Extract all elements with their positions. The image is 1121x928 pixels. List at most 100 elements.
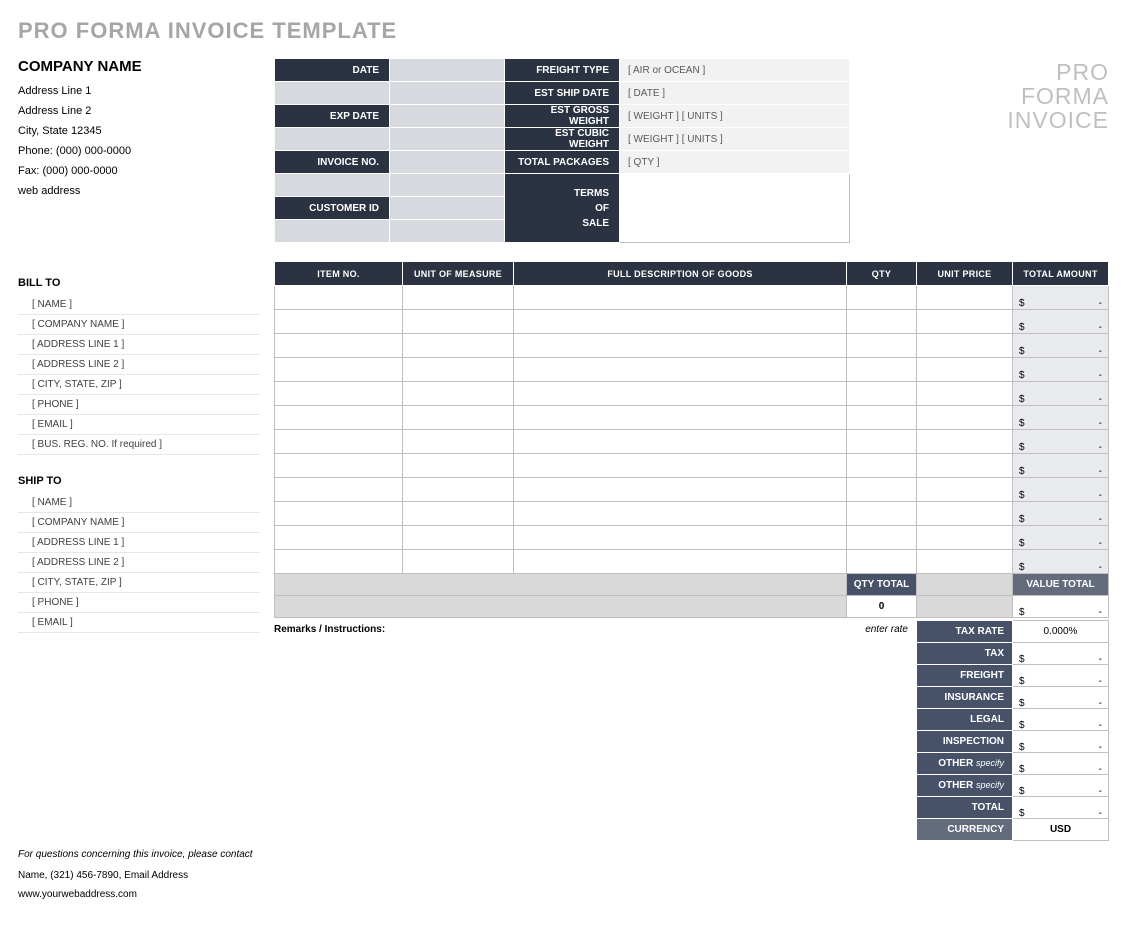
cell-uom[interactable] xyxy=(403,358,514,382)
meta-value-freight-type[interactable]: [ AIR or OCEAN ] xyxy=(620,59,850,82)
cell-total-amount[interactable]: $- xyxy=(1013,526,1109,550)
cell-uom[interactable] xyxy=(403,526,514,550)
address-line[interactable]: [ PHONE ] xyxy=(18,593,260,613)
total-value[interactable]: $- xyxy=(1013,687,1109,709)
meta-input-invoice-no[interactable] xyxy=(390,151,505,174)
cell-desc[interactable] xyxy=(514,382,847,406)
total-value[interactable]: $- xyxy=(1013,775,1109,797)
address-line[interactable]: [ ADDRESS LINE 1 ] xyxy=(18,335,260,355)
cell-item-no[interactable] xyxy=(275,358,403,382)
cell-desc[interactable] xyxy=(514,550,847,574)
cell-total-amount[interactable]: $- xyxy=(1013,430,1109,454)
cell-unit-price[interactable] xyxy=(917,502,1013,526)
cell-item-no[interactable] xyxy=(275,550,403,574)
cell-desc[interactable] xyxy=(514,286,847,310)
cell-total-amount[interactable]: $- xyxy=(1013,550,1109,574)
address-line[interactable]: [ ADDRESS LINE 2 ] xyxy=(18,553,260,573)
cell-qty[interactable] xyxy=(847,502,917,526)
cell-unit-price[interactable] xyxy=(917,406,1013,430)
address-line[interactable]: [ CITY, STATE, ZIP ] xyxy=(18,573,260,593)
address-line[interactable]: [ EMAIL ] xyxy=(18,415,260,435)
cell-unit-price[interactable] xyxy=(917,334,1013,358)
meta-value-est-ship-date[interactable]: [ DATE ] xyxy=(620,82,850,105)
cell-item-no[interactable] xyxy=(275,502,403,526)
cell-qty[interactable] xyxy=(847,310,917,334)
total-value[interactable]: $- xyxy=(1013,731,1109,753)
cell-qty[interactable] xyxy=(847,478,917,502)
cell-desc[interactable] xyxy=(514,478,847,502)
cell-uom[interactable] xyxy=(403,334,514,358)
address-line[interactable]: [ COMPANY NAME ] xyxy=(18,513,260,533)
cell-unit-price[interactable] xyxy=(917,382,1013,406)
cell-item-no[interactable] xyxy=(275,334,403,358)
total-value[interactable]: $- xyxy=(1013,709,1109,731)
meta-input-date[interactable] xyxy=(390,59,505,82)
cell-unit-price[interactable] xyxy=(917,358,1013,382)
cell-unit-price[interactable] xyxy=(917,454,1013,478)
address-line[interactable]: [ NAME ] xyxy=(18,295,260,315)
address-line[interactable]: [ ADDRESS LINE 1 ] xyxy=(18,533,260,553)
cell-desc[interactable] xyxy=(514,430,847,454)
cell-total-amount[interactable]: $- xyxy=(1013,502,1109,526)
cell-desc[interactable] xyxy=(514,526,847,550)
cell-item-no[interactable] xyxy=(275,382,403,406)
total-value[interactable]: $- xyxy=(1013,643,1109,665)
total-value[interactable]: $- xyxy=(1013,665,1109,687)
address-line[interactable]: [ PHONE ] xyxy=(18,395,260,415)
meta-value-est-cubic-weight[interactable]: [ WEIGHT ] [ UNITS ] xyxy=(620,128,850,151)
cell-unit-price[interactable] xyxy=(917,310,1013,334)
meta-input-customer-id[interactable] xyxy=(390,197,505,220)
meta-value-total-packages[interactable]: [ QTY ] xyxy=(620,151,850,174)
cell-item-no[interactable] xyxy=(275,406,403,430)
cell-unit-price[interactable] xyxy=(917,286,1013,310)
address-line[interactable]: [ BUS. REG. NO. If required ] xyxy=(18,435,260,455)
cell-uom[interactable] xyxy=(403,430,514,454)
address-line[interactable]: [ CITY, STATE, ZIP ] xyxy=(18,375,260,395)
cell-desc[interactable] xyxy=(514,406,847,430)
cell-qty[interactable] xyxy=(847,334,917,358)
cell-qty[interactable] xyxy=(847,454,917,478)
address-line[interactable]: [ EMAIL ] xyxy=(18,613,260,633)
cell-total-amount[interactable]: $- xyxy=(1013,358,1109,382)
cell-total-amount[interactable]: $- xyxy=(1013,334,1109,358)
cell-qty[interactable] xyxy=(847,526,917,550)
cell-uom[interactable] xyxy=(403,406,514,430)
cell-uom[interactable] xyxy=(403,550,514,574)
cell-item-no[interactable] xyxy=(275,454,403,478)
cell-desc[interactable] xyxy=(514,310,847,334)
cell-qty[interactable] xyxy=(847,358,917,382)
cell-unit-price[interactable] xyxy=(917,478,1013,502)
cell-uom[interactable] xyxy=(403,478,514,502)
cell-total-amount[interactable]: $- xyxy=(1013,478,1109,502)
cell-uom[interactable] xyxy=(403,286,514,310)
cell-uom[interactable] xyxy=(403,454,514,478)
cell-item-no[interactable] xyxy=(275,526,403,550)
cell-total-amount[interactable]: $- xyxy=(1013,406,1109,430)
cell-total-amount[interactable]: $- xyxy=(1013,382,1109,406)
cell-desc[interactable] xyxy=(514,454,847,478)
meta-input-exp-date[interactable] xyxy=(390,105,505,128)
total-value[interactable]: $- xyxy=(1013,753,1109,775)
cell-qty[interactable] xyxy=(847,550,917,574)
cell-uom[interactable] xyxy=(403,382,514,406)
cell-qty[interactable] xyxy=(847,430,917,454)
address-line[interactable]: [ NAME ] xyxy=(18,493,260,513)
cell-total-amount[interactable]: $- xyxy=(1013,286,1109,310)
cell-item-no[interactable] xyxy=(275,286,403,310)
cell-uom[interactable] xyxy=(403,310,514,334)
cell-desc[interactable] xyxy=(514,358,847,382)
cell-desc[interactable] xyxy=(514,502,847,526)
meta-value-est-gross-weight[interactable]: [ WEIGHT ] [ UNITS ] xyxy=(620,105,850,128)
cell-unit-price[interactable] xyxy=(917,550,1013,574)
cell-item-no[interactable] xyxy=(275,310,403,334)
address-line[interactable]: [ ADDRESS LINE 2 ] xyxy=(18,355,260,375)
cell-item-no[interactable] xyxy=(275,430,403,454)
cell-item-no[interactable] xyxy=(275,478,403,502)
cell-unit-price[interactable] xyxy=(917,526,1013,550)
total-value[interactable]: 0.000% xyxy=(1013,621,1109,643)
cell-uom[interactable] xyxy=(403,502,514,526)
cell-qty[interactable] xyxy=(847,286,917,310)
address-line[interactable]: [ COMPANY NAME ] xyxy=(18,315,260,335)
cell-qty[interactable] xyxy=(847,406,917,430)
meta-value-terms-of-sale[interactable] xyxy=(620,174,850,243)
